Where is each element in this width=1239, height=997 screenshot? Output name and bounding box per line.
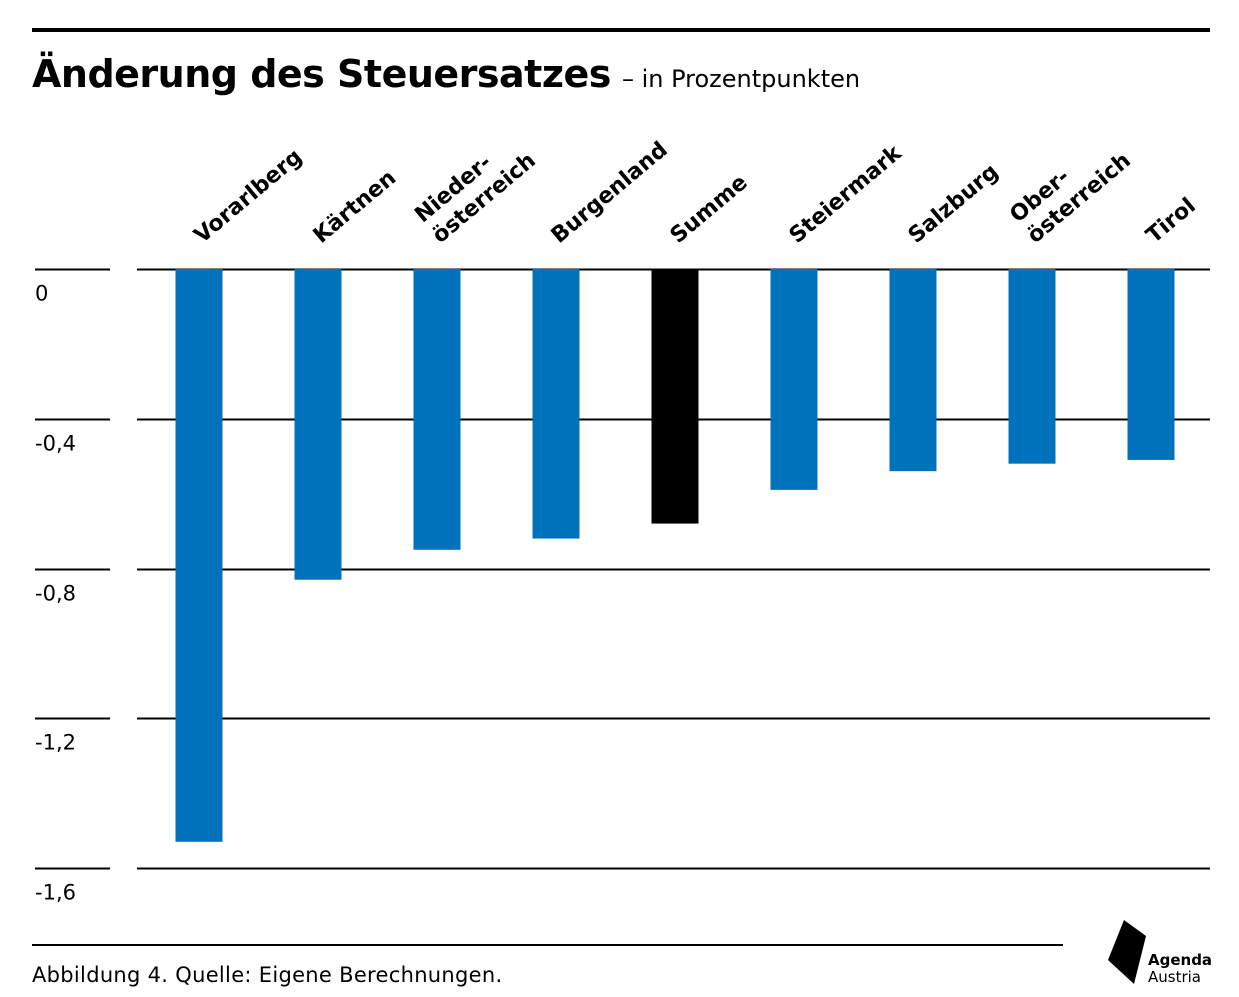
y-tick-label: -1,6 (35, 881, 76, 905)
category-label-line: Kärtnen (309, 165, 401, 248)
top-rule (32, 28, 1210, 32)
bars (175, 269, 1175, 842)
category-label-line: Vorarlberg (190, 144, 307, 248)
category-label: Tirol (1142, 193, 1201, 248)
bar (175, 269, 223, 842)
category-label-line: Summe (666, 170, 753, 248)
category-label: Summe (666, 170, 753, 248)
logo-text-austria: Austria (1148, 968, 1201, 986)
bar (1127, 269, 1175, 460)
logo-text-agenda: Agenda (1148, 951, 1213, 969)
chart-title: Änderung des Steuersatzes (32, 52, 611, 96)
agenda-austria-logo: Agenda Austria (1106, 918, 1216, 988)
category-label: Nieder-österreich (410, 148, 540, 248)
category-label: Kärtnen (309, 165, 401, 248)
y-tick-labels: 0 -0,4 -0,8 -1,2 -1,6 (35, 282, 76, 905)
logo-mark-icon (1108, 920, 1146, 984)
category-label: Ober-österreich (1005, 148, 1135, 248)
y-tick-label: -0,8 (35, 582, 76, 606)
title-line: Änderung des Steuersatzes – in Prozentpu… (32, 52, 860, 96)
y-tick-label: -1,2 (35, 731, 76, 755)
bar (294, 269, 342, 580)
category-label-line: Burgenland (547, 137, 673, 248)
y-tick-label: 0 (35, 282, 48, 306)
category-label: Burgenland (547, 137, 673, 248)
category-labels: Vorarlberg Kärtnen Nieder-österreich Burgen… (190, 137, 1201, 249)
bar (532, 269, 580, 539)
bar (651, 269, 699, 524)
figure-caption: Abbildung 4. Quelle: Eigene Berechnungen… (32, 963, 503, 987)
category-label-line: Salzburg (904, 159, 1004, 248)
category-label-line: Steiermark (785, 140, 908, 249)
category-label: Vorarlberg (190, 144, 307, 248)
bottom-rule (32, 944, 1063, 946)
bar (770, 269, 818, 490)
category-label: Steiermark (785, 140, 908, 249)
category-label-line: Tirol (1142, 193, 1201, 248)
bar (413, 269, 461, 550)
chart-subtitle: – in Prozentpunkten (621, 65, 861, 93)
y-tick-label: -0,4 (35, 432, 76, 456)
category-label: Salzburg (904, 159, 1004, 248)
bar (1008, 269, 1056, 464)
bar (889, 269, 937, 472)
